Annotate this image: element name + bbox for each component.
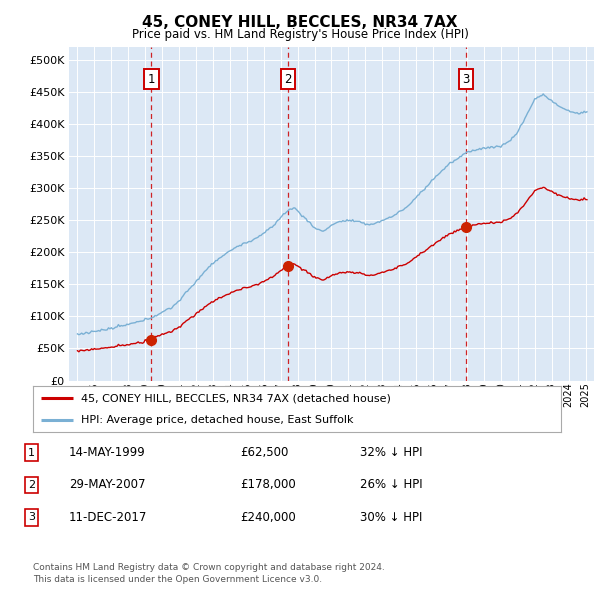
Text: £178,000: £178,000 bbox=[240, 478, 296, 491]
Text: 2: 2 bbox=[284, 73, 292, 86]
Text: 3: 3 bbox=[462, 73, 470, 86]
Text: 14-MAY-1999: 14-MAY-1999 bbox=[69, 446, 146, 459]
Text: 2: 2 bbox=[28, 480, 35, 490]
Text: Contains HM Land Registry data © Crown copyright and database right 2024.
This d: Contains HM Land Registry data © Crown c… bbox=[33, 563, 385, 584]
Text: 30% ↓ HPI: 30% ↓ HPI bbox=[360, 511, 422, 524]
Text: 1: 1 bbox=[28, 448, 35, 457]
Text: Price paid vs. HM Land Registry's House Price Index (HPI): Price paid vs. HM Land Registry's House … bbox=[131, 28, 469, 41]
Text: 32% ↓ HPI: 32% ↓ HPI bbox=[360, 446, 422, 459]
Text: 11-DEC-2017: 11-DEC-2017 bbox=[69, 511, 148, 524]
Text: £240,000: £240,000 bbox=[240, 511, 296, 524]
Text: 29-MAY-2007: 29-MAY-2007 bbox=[69, 478, 146, 491]
Text: £62,500: £62,500 bbox=[240, 446, 289, 459]
Text: HPI: Average price, detached house, East Suffolk: HPI: Average price, detached house, East… bbox=[80, 415, 353, 425]
Text: 45, CONEY HILL, BECCLES, NR34 7AX: 45, CONEY HILL, BECCLES, NR34 7AX bbox=[142, 15, 458, 30]
Text: 26% ↓ HPI: 26% ↓ HPI bbox=[360, 478, 422, 491]
Text: 45, CONEY HILL, BECCLES, NR34 7AX (detached house): 45, CONEY HILL, BECCLES, NR34 7AX (detac… bbox=[80, 394, 391, 404]
Text: 3: 3 bbox=[28, 513, 35, 522]
Text: 1: 1 bbox=[148, 73, 155, 86]
